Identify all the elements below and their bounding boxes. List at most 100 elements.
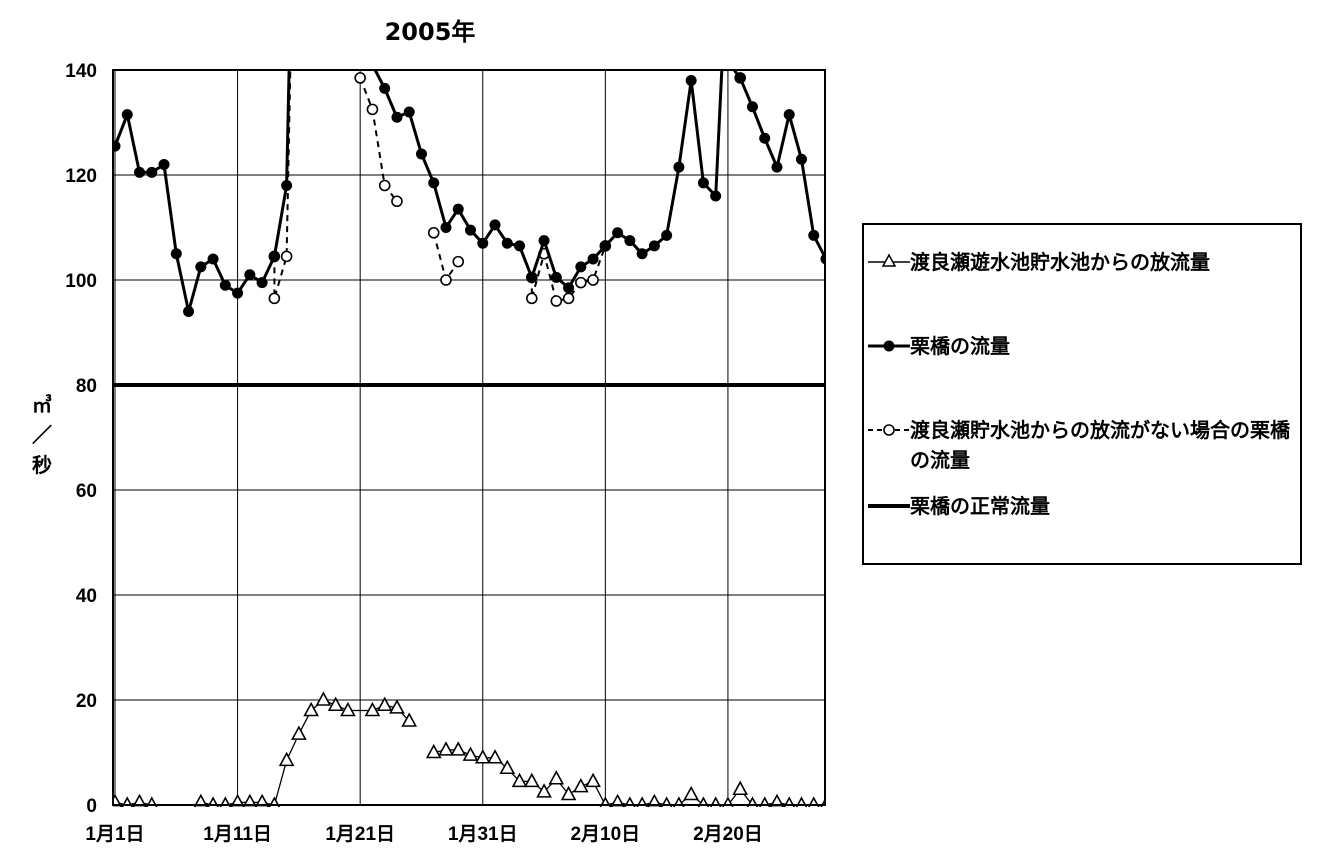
data-point [587,253,599,265]
y-tick-label: 120 [65,166,97,187]
data-point [427,226,440,239]
data-point [795,153,807,165]
legend-symbol-no-release [868,424,910,436]
x-tick-label: 1月31日 [448,824,518,845]
x-tick-label: 2月10日 [570,824,640,845]
data-point [636,248,648,260]
data-point [489,219,501,231]
data-point [771,161,783,173]
y-axis-ticks: 0 20 40 60 80 100 120 140 [65,61,97,817]
data-point [710,190,722,202]
series-line [113,69,291,313]
data-point [366,103,379,116]
data-point [759,132,771,144]
series-layer [113,69,825,807]
data-point [121,109,133,121]
data-point [525,292,538,305]
data-point [523,772,540,788]
legend-label-normal-flow: 栗橋の正常流量 [910,494,1050,518]
data-point [783,109,795,121]
data-point [499,759,516,775]
data-point [474,749,491,764]
series-0 [113,691,825,807]
data-point [526,271,538,283]
data-point [648,240,660,252]
data-point [808,229,820,241]
data-point [820,253,825,265]
data-point [113,140,121,152]
data-point [280,250,293,263]
data-point [327,696,344,712]
plot-frame [112,69,826,806]
data-point [452,255,465,268]
data-point [732,780,749,796]
data-point [563,282,575,294]
legend-symbol-kurihashi [868,340,910,352]
x-axis-ticks: 1月1日 1月11日 1月21日 1月31日 2月10日 2月20日 [85,824,762,845]
data-point [364,701,381,717]
data-point [550,271,562,283]
data-point [697,177,709,189]
data-point [450,741,467,756]
data-point [575,261,587,273]
y-tick-label: 140 [65,61,97,82]
data-point [673,161,685,173]
y-axis-label-slash: ／ [32,423,52,447]
data-point [315,691,332,706]
legend-label-release: 渡良瀬遊水池貯水池からの放流量 [910,250,1210,274]
series-line [359,77,398,202]
data-point [207,253,219,265]
data-point [391,111,403,123]
data-point [219,279,231,291]
chart-title: 2005年 [385,18,476,46]
data-point [401,712,418,727]
data-point [146,166,158,178]
data-point [389,699,405,714]
data-point [612,227,624,239]
data-point [170,248,182,260]
data-point [391,195,403,208]
data-point [734,72,746,84]
data-point [572,777,589,793]
series-line [114,801,152,806]
legend: 渡良瀬遊水池貯水池からの放流量 栗橋の流量 渡良瀬貯水池からの放流がない場合の栗… [862,223,1302,565]
data-point [562,292,575,305]
data-point [376,696,393,712]
data-point [158,159,170,170]
data-point [462,746,479,761]
series-line [432,232,460,281]
y-axis-label-per-second: 秒 [32,453,52,477]
data-point [511,772,528,788]
data-point [624,235,636,247]
data-point [291,725,307,740]
data-point [452,203,464,215]
legend-label-no-release: 渡良瀬貯水池からの放流がない場合の栗橋の流量 [910,418,1290,472]
data-point [379,82,391,94]
data-point [575,276,587,289]
data-point [268,250,280,262]
data-point [232,287,244,299]
data-point [465,224,476,236]
data-point [501,237,513,249]
data-point [244,269,256,281]
data-point [425,743,442,759]
data-point [378,179,391,192]
legend-symbol-normal-flow [868,504,910,508]
data-point [514,240,526,252]
data-point [256,277,268,289]
data-point [134,166,146,178]
y-tick-label: 80 [76,376,97,397]
data-point [278,751,295,767]
data-point [268,292,281,305]
data-point [685,75,697,86]
data-point [746,101,758,113]
x-tick-label: 1月11日 [203,824,272,845]
x-tick-label: 2月20日 [693,824,763,845]
data-point [438,741,454,756]
data-point [599,240,611,252]
data-point [403,106,415,118]
data-point [477,237,489,249]
data-point [487,749,503,764]
legend-label-kurihashi: 栗橋の流量 [910,334,1010,358]
